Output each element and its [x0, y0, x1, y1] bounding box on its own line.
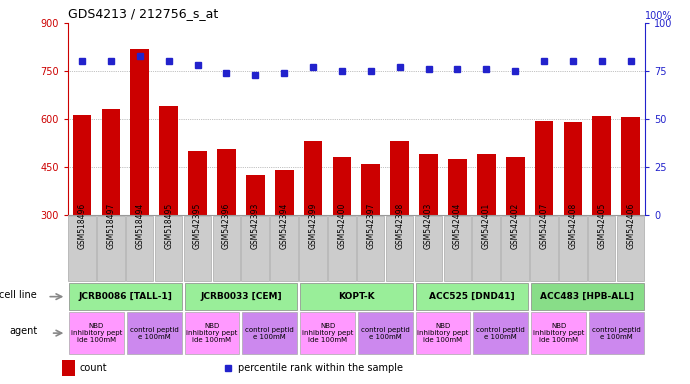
FancyBboxPatch shape — [69, 312, 124, 354]
Bar — [333, 157, 351, 311]
Bar — [217, 149, 236, 311]
Text: GSM542407: GSM542407 — [540, 202, 549, 249]
Text: GSM518495: GSM518495 — [164, 202, 173, 249]
Bar — [593, 116, 611, 311]
FancyBboxPatch shape — [386, 217, 413, 281]
FancyBboxPatch shape — [530, 217, 558, 281]
Bar — [420, 154, 438, 311]
FancyBboxPatch shape — [617, 217, 644, 281]
Text: GSM542403: GSM542403 — [424, 202, 433, 249]
Text: count: count — [79, 362, 107, 373]
Text: KOPT-K: KOPT-K — [338, 292, 375, 301]
Text: GDS4213 / 212756_s_at: GDS4213 / 212756_s_at — [68, 7, 218, 20]
Text: GSM542393: GSM542393 — [251, 202, 260, 249]
Bar — [477, 154, 495, 311]
FancyBboxPatch shape — [473, 217, 500, 281]
Text: ACC483 [HPB-ALL]: ACC483 [HPB-ALL] — [540, 292, 634, 301]
Bar — [62, 360, 75, 376]
Text: GSM542401: GSM542401 — [482, 202, 491, 249]
Text: cell line: cell line — [0, 290, 37, 300]
FancyBboxPatch shape — [415, 217, 442, 281]
FancyBboxPatch shape — [531, 283, 644, 310]
FancyBboxPatch shape — [358, 312, 413, 354]
Text: NBD
inhibitory pept
ide 100mM: NBD inhibitory pept ide 100mM — [533, 323, 584, 343]
FancyBboxPatch shape — [299, 217, 326, 281]
FancyBboxPatch shape — [588, 217, 615, 281]
Bar — [275, 170, 293, 311]
Text: GSM542397: GSM542397 — [366, 202, 375, 249]
Text: GSM542406: GSM542406 — [627, 202, 635, 249]
Text: NBD
inhibitory pept
ide 100mM: NBD inhibitory pept ide 100mM — [71, 323, 122, 343]
Bar — [448, 159, 467, 311]
Text: GSM542394: GSM542394 — [279, 202, 288, 249]
FancyBboxPatch shape — [155, 217, 182, 281]
FancyBboxPatch shape — [473, 312, 529, 354]
FancyBboxPatch shape — [184, 217, 211, 281]
FancyBboxPatch shape — [241, 217, 269, 281]
FancyBboxPatch shape — [127, 312, 181, 354]
FancyBboxPatch shape — [502, 217, 529, 281]
FancyBboxPatch shape — [69, 283, 181, 310]
Text: control peptid
e 100mM: control peptid e 100mM — [246, 327, 294, 339]
Text: control peptid
e 100mM: control peptid e 100mM — [476, 327, 525, 339]
Text: control peptid
e 100mM: control peptid e 100mM — [130, 327, 179, 339]
Text: GSM542404: GSM542404 — [453, 202, 462, 249]
Text: GSM518494: GSM518494 — [135, 202, 144, 249]
FancyBboxPatch shape — [184, 312, 239, 354]
FancyBboxPatch shape — [300, 312, 355, 354]
FancyBboxPatch shape — [126, 217, 153, 281]
Text: NBD
inhibitory pept
ide 100mM: NBD inhibitory pept ide 100mM — [186, 323, 237, 343]
Text: GSM542399: GSM542399 — [308, 202, 317, 249]
Text: GSM542395: GSM542395 — [193, 202, 202, 249]
Text: JCRB0033 [CEM]: JCRB0033 [CEM] — [200, 292, 282, 301]
FancyBboxPatch shape — [270, 217, 298, 281]
FancyBboxPatch shape — [97, 217, 124, 281]
Text: GSM518496: GSM518496 — [77, 202, 86, 249]
FancyBboxPatch shape — [242, 312, 297, 354]
Text: NBD
inhibitory pept
ide 100mM: NBD inhibitory pept ide 100mM — [302, 323, 353, 343]
Bar — [130, 49, 149, 311]
FancyBboxPatch shape — [531, 312, 586, 354]
FancyBboxPatch shape — [184, 283, 297, 310]
Bar — [362, 164, 380, 311]
Bar — [246, 175, 265, 311]
Bar — [101, 109, 120, 311]
Text: GSM542398: GSM542398 — [395, 202, 404, 249]
Bar — [564, 122, 582, 311]
FancyBboxPatch shape — [213, 217, 240, 281]
Text: GSM542396: GSM542396 — [222, 202, 231, 249]
Bar — [391, 141, 409, 311]
Text: GSM542402: GSM542402 — [511, 202, 520, 249]
FancyBboxPatch shape — [415, 312, 471, 354]
Bar — [535, 121, 553, 311]
FancyBboxPatch shape — [559, 217, 586, 281]
Bar — [159, 106, 178, 311]
Text: percentile rank within the sample: percentile rank within the sample — [238, 362, 403, 373]
Bar — [72, 115, 92, 311]
Bar — [621, 118, 640, 311]
Text: GSM518497: GSM518497 — [106, 202, 115, 249]
FancyBboxPatch shape — [357, 217, 384, 281]
FancyBboxPatch shape — [68, 217, 96, 281]
FancyBboxPatch shape — [415, 283, 529, 310]
FancyBboxPatch shape — [444, 217, 471, 281]
Text: JCRB0086 [TALL-1]: JCRB0086 [TALL-1] — [79, 292, 172, 301]
Text: GSM542405: GSM542405 — [598, 202, 607, 249]
Text: agent: agent — [9, 326, 37, 336]
Text: control peptid
e 100mM: control peptid e 100mM — [361, 327, 410, 339]
Text: control peptid
e 100mM: control peptid e 100mM — [592, 327, 640, 339]
Text: GSM542408: GSM542408 — [569, 202, 578, 249]
Text: ACC525 [DND41]: ACC525 [DND41] — [429, 292, 515, 301]
Bar — [188, 151, 207, 311]
Bar — [304, 141, 322, 311]
Bar — [506, 157, 524, 311]
Text: NBD
inhibitory pept
ide 100mM: NBD inhibitory pept ide 100mM — [417, 323, 469, 343]
Text: 100%: 100% — [645, 11, 673, 21]
FancyBboxPatch shape — [300, 283, 413, 310]
FancyBboxPatch shape — [589, 312, 644, 354]
Text: GSM542400: GSM542400 — [337, 202, 346, 249]
FancyBboxPatch shape — [328, 217, 355, 281]
